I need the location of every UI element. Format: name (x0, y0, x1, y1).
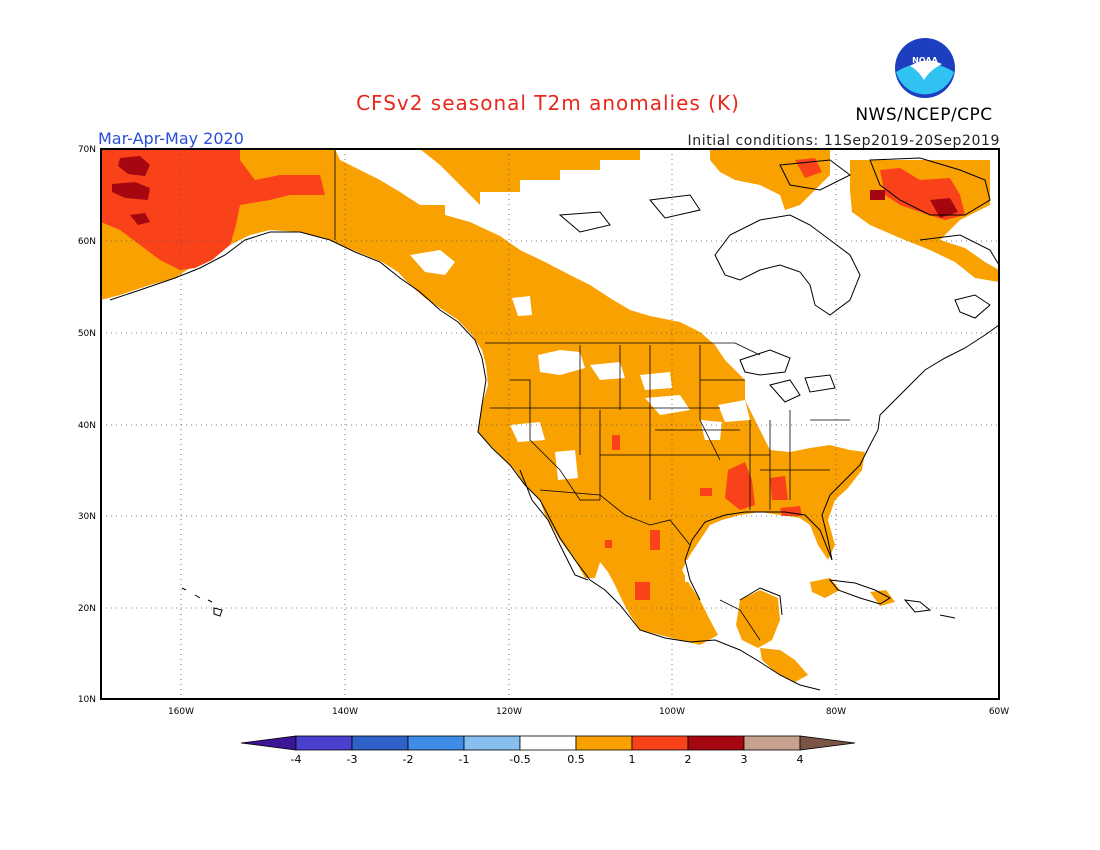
lat-label: 40N (78, 421, 96, 431)
colorbar-swatch (743, 735, 801, 751)
lon-label: 60W (989, 707, 1009, 717)
colorbar-tick-label: -2 (403, 753, 414, 766)
lat-label: 50N (78, 329, 96, 339)
lat-label: 30N (78, 512, 96, 522)
lon-label: 120W (496, 707, 522, 717)
lon-label: 160W (168, 707, 194, 717)
lat-label: 20N (78, 604, 96, 614)
season-label: Mar-Apr-May 2020 (98, 129, 244, 148)
chart-title: CFSv2 seasonal T2m anomalies (K) (356, 91, 740, 115)
colorbar-arrow-low (240, 735, 297, 751)
colorbar-swatch (687, 735, 745, 751)
colorbar: -4 -3 -2 -1 -0.5 0.5 1 2 3 4 (240, 735, 856, 766)
political-borders (334, 149, 850, 641)
lon-label: 80W (826, 707, 846, 717)
noaa-logo-text: NOAA (912, 56, 938, 65)
map-frame (100, 148, 1000, 700)
colorbar-swatch (351, 735, 409, 751)
lat-label: 10N (78, 695, 96, 705)
gridlines (101, 149, 999, 699)
colorbar-tick-label: 0.5 (567, 753, 585, 766)
colorbar-tick-label: 4 (797, 753, 804, 766)
colorbar-tick-label: -4 (291, 753, 302, 766)
colorbar-tick-label: 1 (629, 753, 636, 766)
anomaly-2-3 (112, 156, 958, 225)
colorbar-swatch (295, 735, 353, 751)
colorbar-tick-label: -1 (459, 753, 470, 766)
colorbar-tick-label: -3 (347, 753, 358, 766)
colorbar-swatch (407, 735, 465, 751)
colorbar-tick-label: -0.5 (509, 753, 530, 766)
colorbar-tick-label: 3 (741, 753, 748, 766)
lat-label: 70N (78, 145, 96, 155)
colorbar-tick-label: 2 (685, 753, 692, 766)
longitude-labels: 160W 140W 120W 100W 80W 60W (168, 707, 1009, 717)
latitude-labels: 70N 60N 50N 40N 30N 20N 10N (78, 145, 96, 705)
colorbar-swatch (631, 735, 689, 751)
colorbar-swatch (519, 735, 577, 751)
coastlines (109, 157, 999, 691)
map-area (101, 149, 999, 699)
colorbar-swatch (575, 735, 633, 751)
lon-label: 100W (659, 707, 685, 717)
near-normal-areas (335, 149, 750, 582)
colorbar-swatch (463, 735, 521, 751)
org-label: NWS/NCEP/CPC (855, 105, 992, 125)
lon-label: 140W (332, 707, 358, 717)
noaa-logo: NOAA (895, 38, 955, 98)
initial-conditions-label: Initial conditions: 11Sep2019-20Sep2019 (688, 133, 1001, 149)
lat-label: 60N (78, 237, 96, 247)
colorbar-arrow-high (799, 735, 856, 751)
